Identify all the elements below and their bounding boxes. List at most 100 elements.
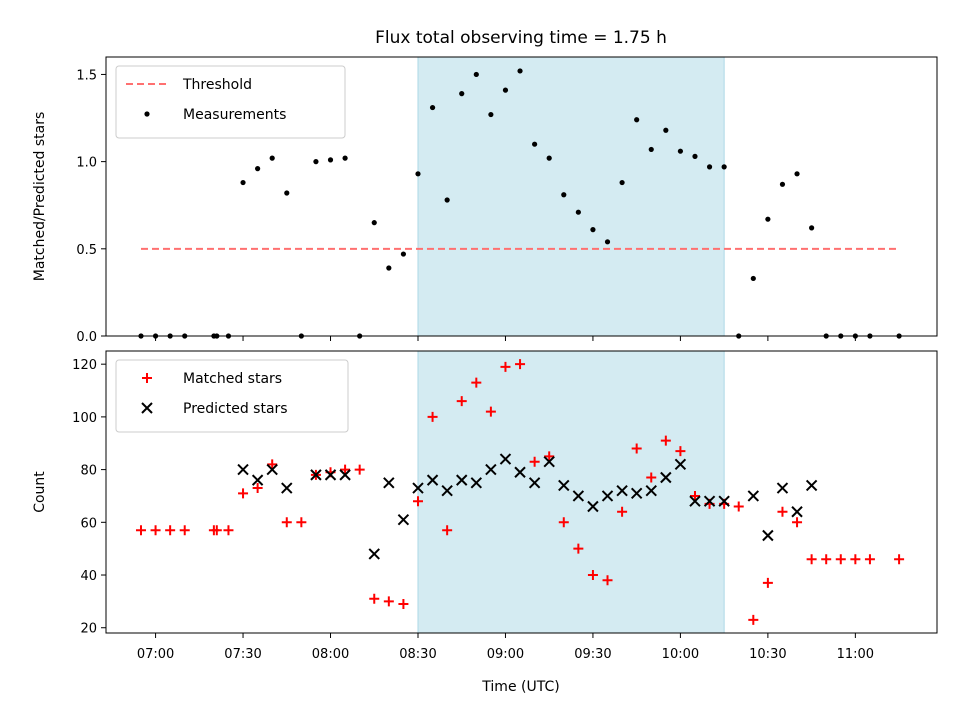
x-tick-label: 07:00 — [137, 647, 174, 662]
data-point — [733, 501, 744, 512]
data-point — [514, 466, 526, 478]
data-point — [284, 190, 290, 196]
data-point — [660, 471, 672, 484]
y-tick-label: 1.5 — [76, 68, 97, 83]
data-point — [762, 577, 773, 588]
top-panel: 0.0 0.5 1.0 1.5 Matched/Predicted stars Thres… — [32, 56, 938, 345]
data-point — [252, 483, 263, 494]
data-point — [718, 495, 730, 507]
data-point — [502, 87, 509, 93]
data-point — [777, 506, 788, 517]
series-predicted-stars — [237, 453, 818, 560]
data-point — [561, 192, 567, 198]
data-point — [383, 596, 394, 607]
data-point — [179, 525, 190, 536]
data-point — [266, 463, 278, 476]
y-tick-label: 20 — [80, 622, 97, 637]
data-point — [485, 406, 496, 417]
data-point — [397, 513, 410, 526]
legend-box — [115, 65, 346, 139]
data-point — [488, 111, 494, 118]
data-point — [386, 265, 392, 271]
data-point — [237, 463, 249, 476]
data-point — [383, 477, 395, 489]
data-point — [835, 554, 846, 565]
data-point — [211, 525, 222, 536]
data-point — [587, 570, 598, 581]
data-point — [223, 525, 234, 536]
data-point — [864, 554, 875, 565]
data-point — [821, 554, 832, 565]
data-point — [426, 474, 439, 486]
data-point — [499, 453, 512, 465]
observing-interval-band — [417, 350, 725, 634]
data-point — [470, 477, 483, 489]
legend: Matched stars Predicted stars — [115, 359, 349, 433]
data-point — [630, 487, 643, 500]
data-point — [324, 469, 337, 481]
y-tick-label: 120 — [72, 358, 97, 373]
data-point — [517, 68, 523, 74]
y-tick-label: 1.0 — [76, 156, 97, 171]
data-point — [354, 464, 365, 475]
data-point — [546, 155, 552, 161]
data-point — [473, 71, 479, 78]
data-point — [631, 443, 642, 454]
x-tick-label: 11:00 — [837, 647, 874, 662]
data-point — [471, 377, 482, 388]
data-point — [398, 599, 409, 610]
y-axis-label: Matched/Predicted stars — [32, 112, 48, 282]
data-point — [617, 506, 628, 517]
data-point — [543, 455, 555, 468]
data-point — [703, 495, 716, 507]
data-point — [850, 554, 861, 565]
x-tick-label: 09:30 — [574, 647, 611, 662]
data-point — [809, 225, 815, 231]
data-point — [441, 484, 453, 497]
data-point — [400, 251, 407, 257]
data-point — [601, 490, 614, 502]
legend: Threshold Measurements — [115, 65, 346, 139]
data-point — [646, 472, 657, 483]
data-point — [558, 479, 570, 492]
data-point — [806, 554, 817, 565]
data-point — [894, 554, 905, 565]
data-point — [689, 495, 701, 507]
data-point — [165, 525, 176, 536]
data-point — [792, 517, 803, 528]
x-tick-label: 09:00 — [487, 647, 524, 662]
y-tick-label: 0.0 — [76, 330, 97, 345]
data-point — [572, 490, 585, 502]
y-tick-label: 40 — [80, 569, 97, 584]
data-point — [677, 148, 684, 154]
data-point — [269, 155, 275, 161]
data-point — [721, 164, 727, 170]
data-point — [692, 153, 698, 159]
data-point — [135, 525, 146, 536]
data-point — [674, 458, 687, 471]
data-point — [706, 164, 713, 170]
data-point — [573, 543, 584, 554]
data-point — [663, 127, 669, 133]
data-point — [310, 469, 322, 481]
chart-title: Flux total observing time = 1.75 h — [375, 28, 667, 48]
data-point — [251, 474, 264, 486]
data-point — [634, 117, 640, 123]
data-point — [281, 482, 293, 494]
data-point — [645, 484, 657, 497]
data-point — [602, 575, 613, 586]
data-point — [776, 482, 789, 494]
x-tick-label: 08:00 — [312, 647, 349, 662]
data-point — [296, 517, 307, 528]
legend-swatch — [141, 402, 153, 414]
legend-label: Threshold — [182, 77, 252, 93]
data-point — [238, 488, 249, 499]
data-point — [762, 529, 774, 542]
data-point — [371, 220, 377, 226]
data-point — [544, 451, 555, 462]
bottom-panel: 20 40 60 80 100 120 07:00 07:30 08:00 08:30 09:00 0… — [32, 350, 938, 662]
data-point — [412, 496, 423, 507]
data-point — [342, 155, 348, 161]
x-tick-label: 10:30 — [749, 647, 786, 662]
